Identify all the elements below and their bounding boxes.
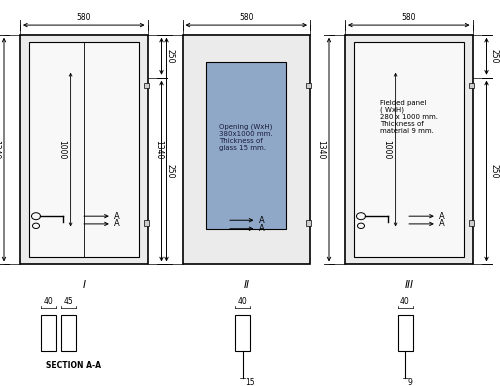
- Text: 15: 15: [245, 378, 254, 386]
- Text: 250: 250: [490, 49, 499, 63]
- Text: 40: 40: [238, 297, 248, 306]
- Bar: [144, 220, 148, 226]
- Text: 1340: 1340: [316, 140, 326, 159]
- Text: 9: 9: [408, 378, 412, 386]
- Bar: [61, 315, 76, 351]
- Bar: [468, 83, 473, 88]
- Text: 1340: 1340: [154, 140, 163, 159]
- Text: A: A: [114, 212, 120, 221]
- Text: A: A: [440, 219, 445, 229]
- Text: II: II: [243, 280, 249, 290]
- Text: 250: 250: [165, 164, 174, 178]
- Text: 580: 580: [239, 13, 254, 22]
- Text: 1000: 1000: [58, 140, 66, 159]
- Bar: [144, 83, 148, 88]
- Bar: [306, 83, 311, 88]
- Text: Opening (WxH)
380x1000 mm.
Thickness of
glass 15 mm.: Opening (WxH) 380x1000 mm. Thickness of …: [220, 124, 273, 151]
- Bar: [41, 315, 56, 351]
- Text: 250: 250: [165, 49, 174, 63]
- Text: 580: 580: [402, 13, 416, 22]
- Text: A: A: [259, 216, 264, 225]
- Text: 40: 40: [44, 297, 54, 306]
- Text: 45: 45: [64, 297, 74, 306]
- Text: 250: 250: [490, 164, 499, 178]
- Text: A: A: [259, 224, 264, 233]
- Bar: [398, 315, 412, 351]
- Bar: [468, 220, 473, 226]
- Bar: [20, 35, 148, 264]
- Text: SECTION A-A: SECTION A-A: [46, 361, 102, 370]
- Text: 580: 580: [76, 13, 91, 22]
- Text: 40: 40: [400, 297, 410, 306]
- Bar: [206, 62, 286, 229]
- Bar: [345, 35, 472, 264]
- Text: A: A: [114, 219, 120, 229]
- Bar: [235, 315, 250, 351]
- Text: I: I: [82, 280, 85, 290]
- Bar: [306, 220, 311, 226]
- Bar: [182, 35, 310, 264]
- Bar: [354, 42, 464, 257]
- Bar: [29, 42, 138, 257]
- Text: Fielded panel
( WxH)
280 x 1000 mm.
Thickness of
material 9 mm.: Fielded panel ( WxH) 280 x 1000 mm. Thic…: [380, 100, 438, 134]
- Text: III: III: [404, 280, 413, 290]
- Text: 1000: 1000: [382, 140, 392, 159]
- Text: A: A: [440, 212, 445, 221]
